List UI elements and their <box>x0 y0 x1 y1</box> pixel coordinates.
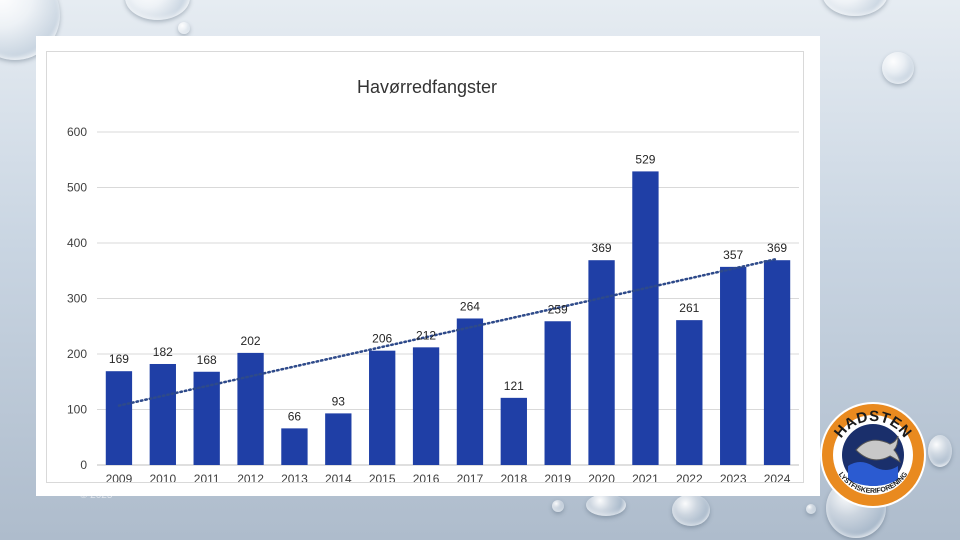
footer-note: © 2025 <box>80 490 113 501</box>
y-tick-label: 300 <box>67 292 87 306</box>
chart-card: Havørredfangster 169 182 168 202 66 93 206 212 2… <box>36 36 820 496</box>
x-tick-label: 2011 <box>194 472 220 482</box>
y-tick-label: 100 <box>67 403 87 417</box>
y-tick-label: 400 <box>67 236 87 250</box>
chart-frame: Havørredfangster 169 182 168 202 66 93 206 212 2… <box>46 51 804 483</box>
bar <box>412 347 440 465</box>
x-tick-label: 2012 <box>237 472 264 482</box>
x-tick-label: 2022 <box>676 472 703 482</box>
y-tick-label: 500 <box>67 181 87 195</box>
trendline <box>117 257 779 407</box>
chart-title: Havørredfangster <box>356 77 498 97</box>
bar <box>237 352 264 465</box>
club-logo: HADSTEN LYSTFISKERIFORENING <box>820 402 926 508</box>
x-tick-label: 2009 <box>106 472 133 482</box>
x-tick-label: 2010 <box>149 472 176 482</box>
bar <box>500 397 527 465</box>
bar <box>149 363 176 465</box>
data-label: 168 <box>197 353 217 367</box>
x-tick-label: 2013 <box>281 472 308 482</box>
bar <box>325 413 352 465</box>
data-label: 66 <box>288 409 302 423</box>
x-tick-label: 2023 <box>720 472 747 482</box>
water-drop-decoration <box>125 0 190 20</box>
water-drop-decoration <box>806 504 816 514</box>
y-tick-label: 600 <box>67 125 87 139</box>
data-label: 369 <box>767 241 787 255</box>
data-label: 261 <box>679 301 699 315</box>
x-tick-label: 2021 <box>632 472 659 482</box>
water-drop-decoration <box>586 494 626 516</box>
data-label: 264 <box>460 299 480 313</box>
water-drop-decoration <box>928 435 952 467</box>
bar <box>632 171 659 465</box>
water-drop-decoration <box>552 500 564 512</box>
bar <box>456 318 484 465</box>
x-tick-label: 2019 <box>544 472 571 482</box>
x-tick-label: 2024 <box>764 472 791 482</box>
data-label: 369 <box>592 241 612 255</box>
data-label: 182 <box>153 345 173 359</box>
bar <box>105 371 133 465</box>
x-tick-label: 2017 <box>457 472 484 482</box>
bar <box>763 260 791 465</box>
bar <box>588 260 615 465</box>
data-label: 212 <box>416 328 436 342</box>
bar <box>544 321 571 465</box>
y-tick-label: 0 <box>80 458 87 472</box>
data-label: 93 <box>332 394 346 408</box>
data-label: 169 <box>109 352 129 366</box>
data-label: 357 <box>723 248 743 262</box>
bar <box>281 428 308 465</box>
bar-chart: 169 182 168 202 66 93 206 212 264 121 259 369 529 261… <box>67 125 799 482</box>
data-label: 121 <box>504 379 524 393</box>
water-drop-decoration <box>178 22 190 34</box>
data-label: 202 <box>241 334 261 348</box>
bar <box>676 320 703 465</box>
x-tick-label: 2015 <box>369 472 396 482</box>
data-label: 259 <box>548 302 568 316</box>
x-tick-label: 2014 <box>325 472 352 482</box>
fish-icon <box>855 435 901 464</box>
bar <box>369 350 396 465</box>
bar <box>720 266 747 465</box>
x-tick-label: 2016 <box>413 472 440 482</box>
data-label: 206 <box>372 332 392 346</box>
x-tick-label: 2020 <box>588 472 615 482</box>
water-drop-decoration <box>822 0 888 16</box>
data-label: 529 <box>635 152 655 166</box>
x-tick-label: 2018 <box>500 472 527 482</box>
water-drop-decoration <box>882 52 914 84</box>
y-tick-label: 200 <box>67 347 87 361</box>
water-drop-decoration <box>672 494 710 526</box>
